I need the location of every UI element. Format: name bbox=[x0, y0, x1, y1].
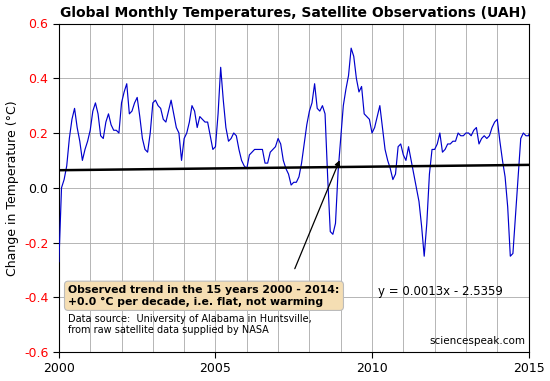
Text: y = 0.0013x - 2.5359: y = 0.0013x - 2.5359 bbox=[378, 285, 503, 298]
Text: Data source:  University of Alabama in Huntsville,
from raw satellite data suppl: Data source: University of Alabama in Hu… bbox=[68, 314, 312, 335]
Text: sciencespeak.com: sciencespeak.com bbox=[430, 336, 525, 346]
Y-axis label: Change in Temperature (°C): Change in Temperature (°C) bbox=[6, 100, 19, 275]
Title: Global Monthly Temperatures, Satellite Observations (UAH): Global Monthly Temperatures, Satellite O… bbox=[60, 6, 527, 19]
Text: Observed trend in the 15 years 2000 - 2014:
+0.0 °C per decade, i.e. flat, not w: Observed trend in the 15 years 2000 - 20… bbox=[68, 285, 340, 307]
